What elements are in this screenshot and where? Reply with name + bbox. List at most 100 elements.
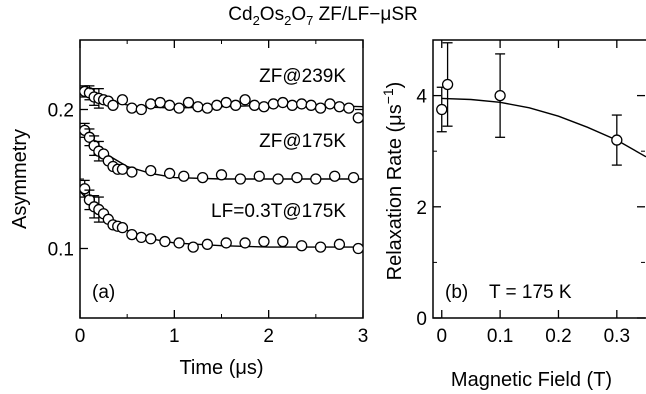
data-point-a xyxy=(178,170,190,182)
data-point-a xyxy=(347,171,360,184)
y-tick-label-b: 2 xyxy=(416,198,427,219)
x-tick-label-b: 0.1 xyxy=(487,326,513,347)
x-axis-label-a: Time (μs) xyxy=(179,357,263,379)
data-point-a xyxy=(253,170,265,182)
data-point-a xyxy=(343,102,355,114)
data-point-a xyxy=(239,94,251,106)
data-point-a xyxy=(314,241,327,253)
data-point-a xyxy=(314,102,327,114)
data-point-a xyxy=(310,173,322,185)
data-point-a xyxy=(277,96,289,109)
y-tick-label-a: 0.1 xyxy=(48,240,74,261)
y-axis-label-b: Relaxation Rate (μs−1) xyxy=(380,82,406,281)
data-point-a xyxy=(333,101,346,113)
data-point-a xyxy=(291,171,303,184)
data-point-b xyxy=(611,134,623,146)
data-point-a xyxy=(296,98,308,110)
panel-a: 0 1 2 3 0.1 0.2 Time (μs) Asymmetry ZF@239K ZF@17… xyxy=(9,39,369,379)
data-point-a xyxy=(305,99,317,111)
data-point-a xyxy=(116,221,129,234)
x-tick-label-b: 0 xyxy=(436,326,447,347)
panel-label-a: (a) xyxy=(92,282,115,303)
data-point-a xyxy=(201,102,214,114)
data-point-a xyxy=(107,99,119,111)
y-axis-label-a: Asymmetry xyxy=(9,129,31,229)
y-tick-label-a: 0.2 xyxy=(48,101,74,122)
y-axis-label-b-sup: −1 xyxy=(380,88,396,104)
data-point-a xyxy=(126,228,138,241)
data-point-a xyxy=(352,242,363,255)
data-point-a xyxy=(239,237,251,249)
data-layer-a xyxy=(80,85,363,255)
data-point-a xyxy=(126,166,138,178)
data-point-a xyxy=(201,238,214,250)
data-point-a xyxy=(215,169,228,181)
data-point-a xyxy=(277,235,289,248)
data-point-a xyxy=(296,240,308,252)
data-point-a xyxy=(196,171,209,184)
x-tick-label-a: 1 xyxy=(169,326,180,347)
x-axis-label-b: Magnetic Field (T) xyxy=(451,369,612,391)
x-tick-label-b: 0.2 xyxy=(545,326,571,347)
x-tick-label-a: 2 xyxy=(263,326,274,347)
data-point-b xyxy=(441,78,454,91)
title-part: ZF/LF−μSR xyxy=(313,4,418,25)
data-point-a xyxy=(173,102,185,114)
data-point-a xyxy=(220,96,232,109)
data-point-a xyxy=(145,165,157,177)
x-tick-label-a: 3 xyxy=(358,326,369,347)
x-tick-label-b: 0.3 xyxy=(604,326,630,347)
title-sub: 2 xyxy=(252,12,260,28)
data-point-a xyxy=(324,98,336,110)
y-axis-label-b-end: ) xyxy=(384,82,406,89)
data-point-a xyxy=(163,167,176,180)
y-tick-label-b: 4 xyxy=(416,87,427,108)
data-layer-b xyxy=(436,42,646,166)
data-point-a xyxy=(329,170,341,182)
data-point-a xyxy=(234,173,247,185)
data-point-a xyxy=(286,99,298,111)
data-point-a xyxy=(182,96,195,109)
data-point-a xyxy=(116,94,129,106)
panel-b: 0 0.1 0.2 0.3 0 2 4 Magnetic Field (T) Relaxatio… xyxy=(380,39,646,391)
fit-curve-b xyxy=(441,97,646,158)
y-tick-label-b: 0 xyxy=(416,309,427,330)
title-sub: 7 xyxy=(306,12,314,28)
data-point-a xyxy=(229,99,242,111)
data-point-a xyxy=(220,237,232,249)
x-tick-label-a: 0 xyxy=(75,326,86,347)
title-sub: 2 xyxy=(284,12,292,28)
data-point-a xyxy=(352,112,363,124)
data-point-a xyxy=(267,98,280,110)
data-point-a xyxy=(187,241,199,253)
data-point-a xyxy=(272,173,284,185)
y-axis-label-b-main: Relaxation Rate (μs xyxy=(384,104,406,280)
data-point-a xyxy=(159,235,171,248)
data-point-a xyxy=(135,231,147,244)
data-point-b xyxy=(436,103,448,116)
plot-frame-b xyxy=(432,39,646,319)
annotation-temperature: T = 175 K xyxy=(489,282,572,303)
data-point-a xyxy=(192,101,204,113)
title-part: Cd xyxy=(228,4,253,25)
series-label-a: ZF@175K xyxy=(259,131,346,152)
data-point-a xyxy=(248,99,261,111)
data-point-a xyxy=(126,102,138,114)
series-label-a: LF=0.3T@175K xyxy=(211,201,346,222)
title-part: O xyxy=(291,4,307,25)
chart-title: Cd2Os2O7 ZF/LF−μSR xyxy=(0,4,646,28)
title-part: Os xyxy=(259,4,285,25)
data-point-a xyxy=(154,96,166,109)
series-label-a: ZF@239K xyxy=(259,66,346,87)
data-point-a xyxy=(80,183,91,195)
data-point-a xyxy=(333,238,346,250)
data-point-a xyxy=(163,99,176,111)
data-point-a xyxy=(173,237,185,249)
data-point-a xyxy=(258,235,270,248)
data-point-b xyxy=(494,89,506,102)
data-point-a xyxy=(135,103,147,116)
data-point-a xyxy=(211,99,223,111)
data-point-a xyxy=(145,233,157,245)
data-point-a xyxy=(145,98,157,110)
